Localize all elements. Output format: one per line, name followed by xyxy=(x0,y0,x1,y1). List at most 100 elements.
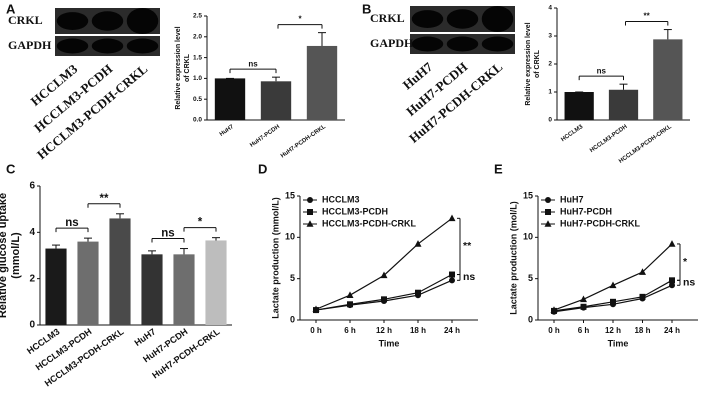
data-point xyxy=(414,240,422,247)
x-tick-label: HuH7-PCDH xyxy=(249,124,281,149)
x-tick-label: 12 h xyxy=(605,326,621,335)
y-tick-label: 0 xyxy=(290,314,295,324)
data-point xyxy=(346,291,354,298)
legend-marker xyxy=(307,197,313,203)
x-tick-label: 18 h xyxy=(634,326,650,335)
blot-band xyxy=(446,36,479,52)
y-tick-label: 0.0 xyxy=(193,117,202,124)
blot-row-label: GAPDH xyxy=(370,36,414,50)
y-axis-label: Relative expression level xyxy=(525,22,532,105)
significance-label: ns xyxy=(463,271,475,283)
significance-label: ** xyxy=(463,240,472,252)
bar xyxy=(205,240,227,325)
blot-row-label: CRKL xyxy=(370,11,405,25)
bar xyxy=(260,81,292,120)
y-tick-label: 15 xyxy=(285,190,295,200)
significance-label: * xyxy=(298,15,302,24)
data-point xyxy=(347,301,353,308)
y-tick-label: 1 xyxy=(548,89,552,96)
bar xyxy=(653,39,683,120)
data-point xyxy=(449,271,455,278)
bar xyxy=(173,254,195,325)
blot-row-label: CRKL xyxy=(8,13,43,27)
y-tick-label: 0 xyxy=(528,314,533,324)
bar xyxy=(141,254,163,325)
x-tick-label: HCCLM3-PCDH xyxy=(589,124,628,154)
series-line xyxy=(315,217,453,310)
data-point xyxy=(312,305,320,313)
panel-letter: C xyxy=(6,161,16,176)
blot-band xyxy=(411,10,444,28)
y-tick-label: 5 xyxy=(528,273,533,283)
data-point xyxy=(380,271,388,279)
blot-band xyxy=(56,38,89,54)
significance-label: ns xyxy=(683,277,695,289)
x-tick-label: HuH7-PCDH-CRKL xyxy=(280,124,327,160)
blot-band xyxy=(481,36,514,52)
panel-letter: E xyxy=(494,161,503,176)
legend-marker xyxy=(306,220,314,227)
data-point xyxy=(639,268,646,275)
x-tick-label: HCCLM3 xyxy=(560,124,584,144)
y-axis-label: (mmol/L) xyxy=(10,232,22,279)
y-axis-label: Relative expression level xyxy=(175,26,182,109)
significance-label: ** xyxy=(100,193,109,205)
x-axis-label: Time xyxy=(608,338,629,348)
y-tick-label: 2.5 xyxy=(193,13,202,20)
y-axis-label: Lactate production (mmol/L) xyxy=(270,197,280,319)
legend-label: HCCLM3 xyxy=(322,194,360,204)
bar xyxy=(214,78,246,120)
legend-marker xyxy=(545,197,551,203)
blot-band xyxy=(481,6,514,32)
bar xyxy=(608,89,639,120)
legend-label: HCCLM3-PCDH xyxy=(322,206,388,216)
y-tick-label: 0 xyxy=(29,320,35,331)
y-tick-label: 1.0 xyxy=(193,75,202,82)
y-tick-label: 2 xyxy=(548,61,552,68)
legend-label: HCCLM3-PCDH-CRKL xyxy=(322,218,416,228)
y-tick-label: 2.0 xyxy=(193,34,202,41)
panel-letter: B xyxy=(362,1,371,16)
x-axis-label: Time xyxy=(379,338,400,348)
data-point xyxy=(610,298,616,305)
bar xyxy=(77,241,99,325)
y-tick-label: 0.5 xyxy=(193,96,202,103)
x-tick-label: 24 h xyxy=(664,326,680,335)
y-tick-label: 10 xyxy=(523,232,533,242)
y-tick-label: 2 xyxy=(29,273,35,284)
y-tick-label: 6 xyxy=(29,181,35,192)
blot-band xyxy=(126,8,159,34)
bar xyxy=(564,92,594,120)
blot-band xyxy=(446,9,479,29)
y-tick-label: 1.5 xyxy=(193,54,202,61)
x-tick-label: 0 h xyxy=(548,326,560,335)
y-tick-label: 5 xyxy=(290,273,295,283)
y-tick-label: 4 xyxy=(29,227,35,238)
data-point xyxy=(580,303,587,310)
data-point xyxy=(668,240,676,247)
legend-label: HuH7-PCDH-CRKL xyxy=(560,218,640,228)
data-point xyxy=(580,295,587,303)
y-axis-label: of CRKL xyxy=(534,49,541,78)
significance-label: ns xyxy=(65,217,78,229)
legend-marker xyxy=(545,209,551,215)
series-line xyxy=(315,274,453,311)
bar xyxy=(45,248,67,325)
y-axis-label: Relative glucose uptake xyxy=(0,193,9,318)
panel-letter: A xyxy=(6,1,16,16)
bar xyxy=(109,218,131,325)
x-tick-label: HuH7 xyxy=(219,124,236,138)
y-tick-label: 0 xyxy=(548,117,552,124)
data-point xyxy=(669,277,675,284)
blot-row-label: GAPDH xyxy=(8,38,52,52)
blot-band xyxy=(91,38,124,54)
y-tick-label: 4 xyxy=(548,5,552,12)
significance-label: ns xyxy=(248,59,258,68)
blot-band xyxy=(411,36,444,52)
x-tick-label: HuH7 xyxy=(133,326,158,348)
y-tick-label: 3 xyxy=(548,33,552,40)
data-point xyxy=(448,214,456,222)
blot-band xyxy=(126,38,159,54)
significance-label: ns xyxy=(161,228,174,240)
